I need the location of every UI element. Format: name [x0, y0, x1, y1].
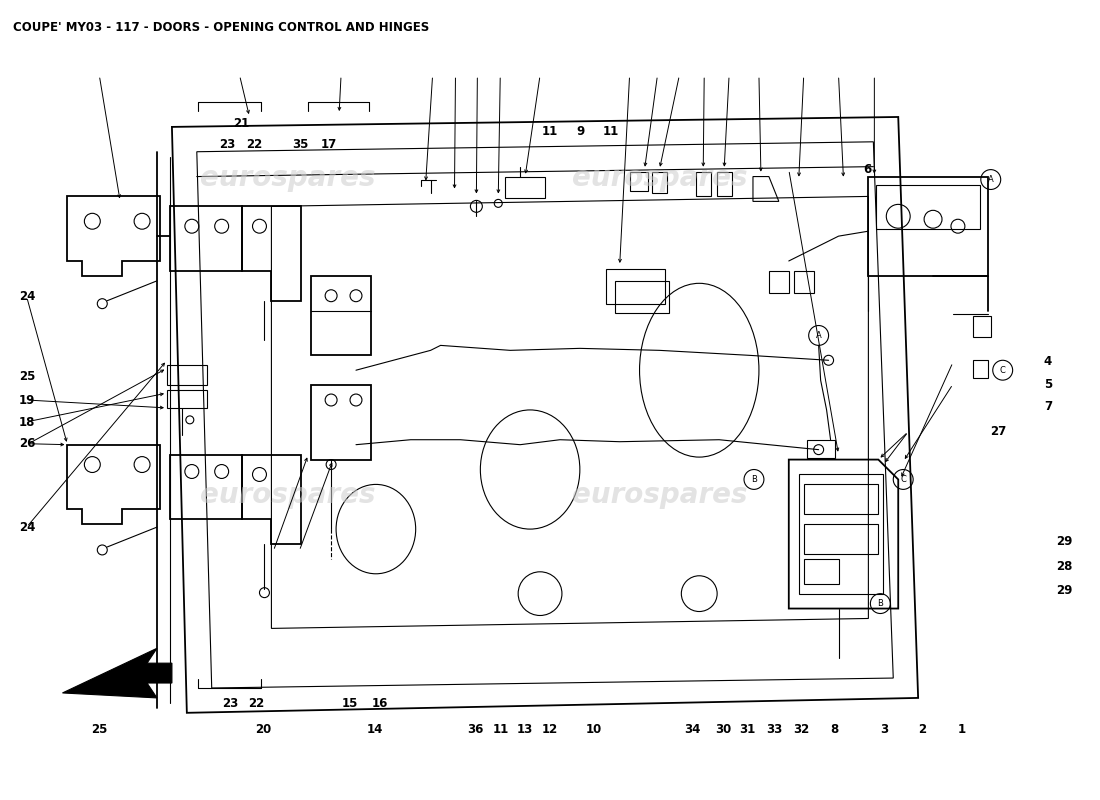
Text: 13: 13 [517, 723, 534, 736]
Text: 8: 8 [830, 723, 838, 736]
Bar [615, 281, 670, 313]
Text: C: C [1000, 366, 1005, 374]
Text: 35: 35 [293, 138, 309, 150]
Text: eurospares: eurospares [572, 163, 747, 191]
Bar [804, 485, 878, 514]
Text: B: B [878, 599, 883, 608]
Text: 25: 25 [91, 723, 108, 736]
Text: 29: 29 [1056, 535, 1072, 548]
Text: eurospares: eurospares [572, 482, 747, 510]
Text: 19: 19 [19, 394, 35, 406]
Text: 9: 9 [576, 125, 585, 138]
Text: 23: 23 [222, 697, 239, 710]
Text: 15: 15 [341, 697, 358, 710]
Text: 29: 29 [1056, 584, 1072, 597]
Text: 3: 3 [880, 723, 888, 736]
Bar [606, 269, 666, 304]
Text: 22: 22 [246, 138, 263, 150]
Text: 31: 31 [739, 723, 755, 736]
Bar [804, 524, 878, 554]
Bar [804, 559, 838, 584]
Text: 14: 14 [366, 723, 383, 736]
Text: 12: 12 [542, 723, 558, 736]
Text: 33: 33 [767, 723, 782, 736]
Text: 1: 1 [957, 723, 966, 736]
Bar [769, 271, 789, 293]
Text: 7: 7 [1044, 400, 1052, 413]
Text: 23: 23 [219, 138, 235, 150]
Text: 22: 22 [249, 697, 265, 710]
Text: eurospares: eurospares [199, 482, 375, 510]
Text: 16: 16 [372, 697, 388, 710]
Text: 36: 36 [468, 723, 484, 736]
Text: 5: 5 [1044, 378, 1052, 390]
Text: 20: 20 [255, 723, 272, 736]
Text: A: A [816, 331, 822, 340]
Text: C: C [900, 475, 906, 484]
Text: 25: 25 [19, 370, 35, 382]
Bar [806, 440, 835, 458]
Text: 30: 30 [715, 723, 732, 736]
Text: 27: 27 [991, 426, 1006, 438]
Bar [794, 271, 814, 293]
Bar [877, 185, 980, 229]
Text: A: A [988, 175, 993, 184]
Text: 11: 11 [603, 125, 619, 138]
Bar [505, 177, 544, 198]
Text: 24: 24 [19, 521, 35, 534]
Bar [972, 360, 988, 378]
Bar [972, 315, 991, 338]
Text: 11: 11 [542, 125, 558, 138]
Text: 18: 18 [19, 416, 35, 429]
Polygon shape [63, 648, 172, 698]
Text: 34: 34 [684, 723, 701, 736]
Text: 11: 11 [493, 723, 509, 736]
Text: B: B [751, 475, 757, 484]
Text: eurospares: eurospares [199, 163, 375, 191]
Text: 17: 17 [321, 138, 337, 150]
Text: 10: 10 [585, 723, 602, 736]
Bar [868, 177, 988, 276]
Text: 4: 4 [1044, 355, 1052, 368]
Text: 26: 26 [19, 437, 35, 450]
Text: 32: 32 [793, 723, 810, 736]
Text: 24: 24 [19, 290, 35, 303]
Text: 21: 21 [233, 117, 250, 130]
Text: 28: 28 [1056, 560, 1072, 574]
Bar [799, 474, 883, 594]
Text: COUPE' MY03 - 117 - DOORS - OPENING CONTROL AND HINGES: COUPE' MY03 - 117 - DOORS - OPENING CONT… [13, 21, 429, 34]
Text: 2: 2 [918, 723, 926, 736]
Text: 6: 6 [864, 163, 871, 176]
